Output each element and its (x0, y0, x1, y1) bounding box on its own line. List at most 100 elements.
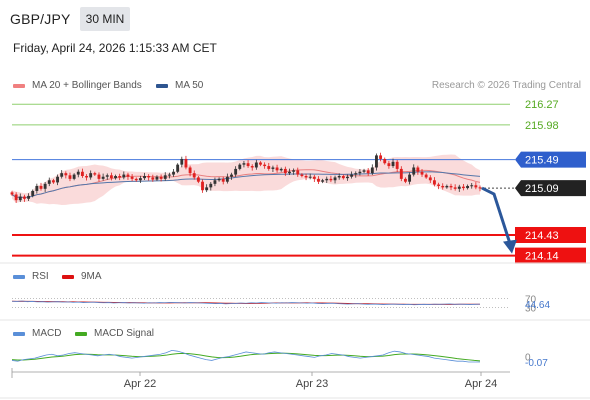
candle-body (263, 164, 267, 167)
candle-body (80, 171, 84, 177)
candle-body (279, 168, 283, 171)
candle-body (354, 173, 358, 175)
candle-body (184, 158, 188, 168)
candle-body (428, 177, 432, 181)
candle-body (68, 175, 72, 179)
legend-label-macd-signal: MACD Signal (94, 328, 155, 339)
candle-body (391, 161, 395, 167)
legend-swatch-ma50 (156, 83, 168, 88)
candle-body (39, 185, 43, 189)
candle-body (250, 166, 254, 168)
candle-body (126, 174, 130, 177)
x-tick-label: Apr 22 (124, 378, 156, 390)
candle-body (192, 173, 196, 178)
candle-body (72, 174, 76, 179)
candle-body (93, 173, 97, 175)
candle-body (230, 174, 233, 177)
candle-body (341, 176, 345, 179)
macd-line (11, 349, 480, 363)
candle-body (288, 171, 291, 174)
candle-body (445, 185, 449, 188)
macd-zero-label: 0 (525, 353, 531, 364)
symbol-title: GBP/JPY (10, 11, 71, 27)
legend-swatch-macd-signal (75, 331, 87, 336)
macd-value-label: -0.07 (525, 358, 548, 369)
candle-body (383, 158, 387, 164)
candle-body (254, 162, 258, 168)
level-label: 214.14 (525, 251, 559, 263)
candle-body (312, 176, 316, 179)
candle-body (143, 176, 146, 179)
bollinger-band (12, 154, 480, 206)
candle-body (14, 194, 18, 201)
candle-body (300, 174, 304, 177)
rsi-level-label: 70 (525, 295, 537, 306)
macd-panel: 0-0.07 (0, 319, 590, 369)
candle-body (408, 174, 412, 182)
candle-body (470, 185, 474, 187)
legend-label-ma50: MA 50 (175, 80, 204, 91)
candle-body (449, 185, 453, 188)
candle-body (234, 168, 238, 175)
legend-ma50: MA 50 (156, 80, 203, 91)
candle-body (474, 185, 478, 188)
forecast-arrowhead (503, 239, 517, 254)
legend-label-ma20: MA 20 + Bollinger Bands (32, 80, 142, 91)
candle-body (242, 163, 246, 165)
candle-body (379, 155, 383, 159)
candle-body (64, 173, 68, 176)
candle-body (43, 183, 47, 189)
candle-body (466, 185, 470, 189)
candle-body (89, 173, 93, 178)
candle-body (283, 168, 287, 174)
candle-body (308, 176, 312, 178)
candle-body (151, 177, 155, 180)
candle-body (358, 171, 362, 174)
macd-signal-line (11, 352, 481, 362)
candle-body (51, 180, 55, 183)
candle-body (437, 184, 441, 186)
candle-body (188, 167, 192, 174)
current-price-badge (515, 180, 586, 197)
candle-body (159, 176, 163, 179)
candle-body (213, 180, 217, 184)
candle-body (329, 178, 333, 181)
candle-body (350, 174, 354, 177)
candle-body (217, 178, 221, 181)
candle-body (395, 161, 399, 169)
candle-body (366, 170, 370, 174)
interval-badge[interactable]: 30 MIN (80, 7, 130, 31)
candle-body (172, 171, 175, 175)
legend-swatch-ma20 (13, 83, 25, 88)
candle-body (205, 187, 209, 191)
candle-body (321, 180, 325, 182)
candle-body (333, 177, 337, 181)
time-axis: Apr 22 Apr 23 Apr 24 (0, 368, 590, 399)
level-label: 215.49 (525, 155, 559, 167)
candle-body (209, 183, 213, 188)
level-label: 215.98 (525, 120, 559, 132)
rsi-level-label: 30 (525, 303, 537, 314)
legend-swatch-rsi-ma (62, 274, 74, 279)
rsi-value-label: 44.64 (525, 300, 550, 311)
legend-swatch-macd (13, 331, 25, 336)
forecast-arrow (481, 186, 512, 245)
legend-label-rsi: RSI (32, 271, 49, 282)
candle-body (292, 170, 296, 172)
candle-body (259, 162, 262, 165)
candle-body (412, 167, 416, 175)
candle-body (296, 170, 300, 175)
candle-body (31, 190, 35, 196)
candle-body (267, 166, 271, 169)
candle-body (18, 196, 22, 201)
candle-body (441, 185, 445, 188)
candle-body (167, 174, 171, 176)
candle-body (271, 167, 275, 169)
candle-body (461, 186, 465, 189)
candle-body (85, 176, 88, 178)
candle-body (196, 177, 200, 182)
candle-body (317, 178, 320, 182)
legend-rsi-ma: 9MA (62, 271, 102, 282)
